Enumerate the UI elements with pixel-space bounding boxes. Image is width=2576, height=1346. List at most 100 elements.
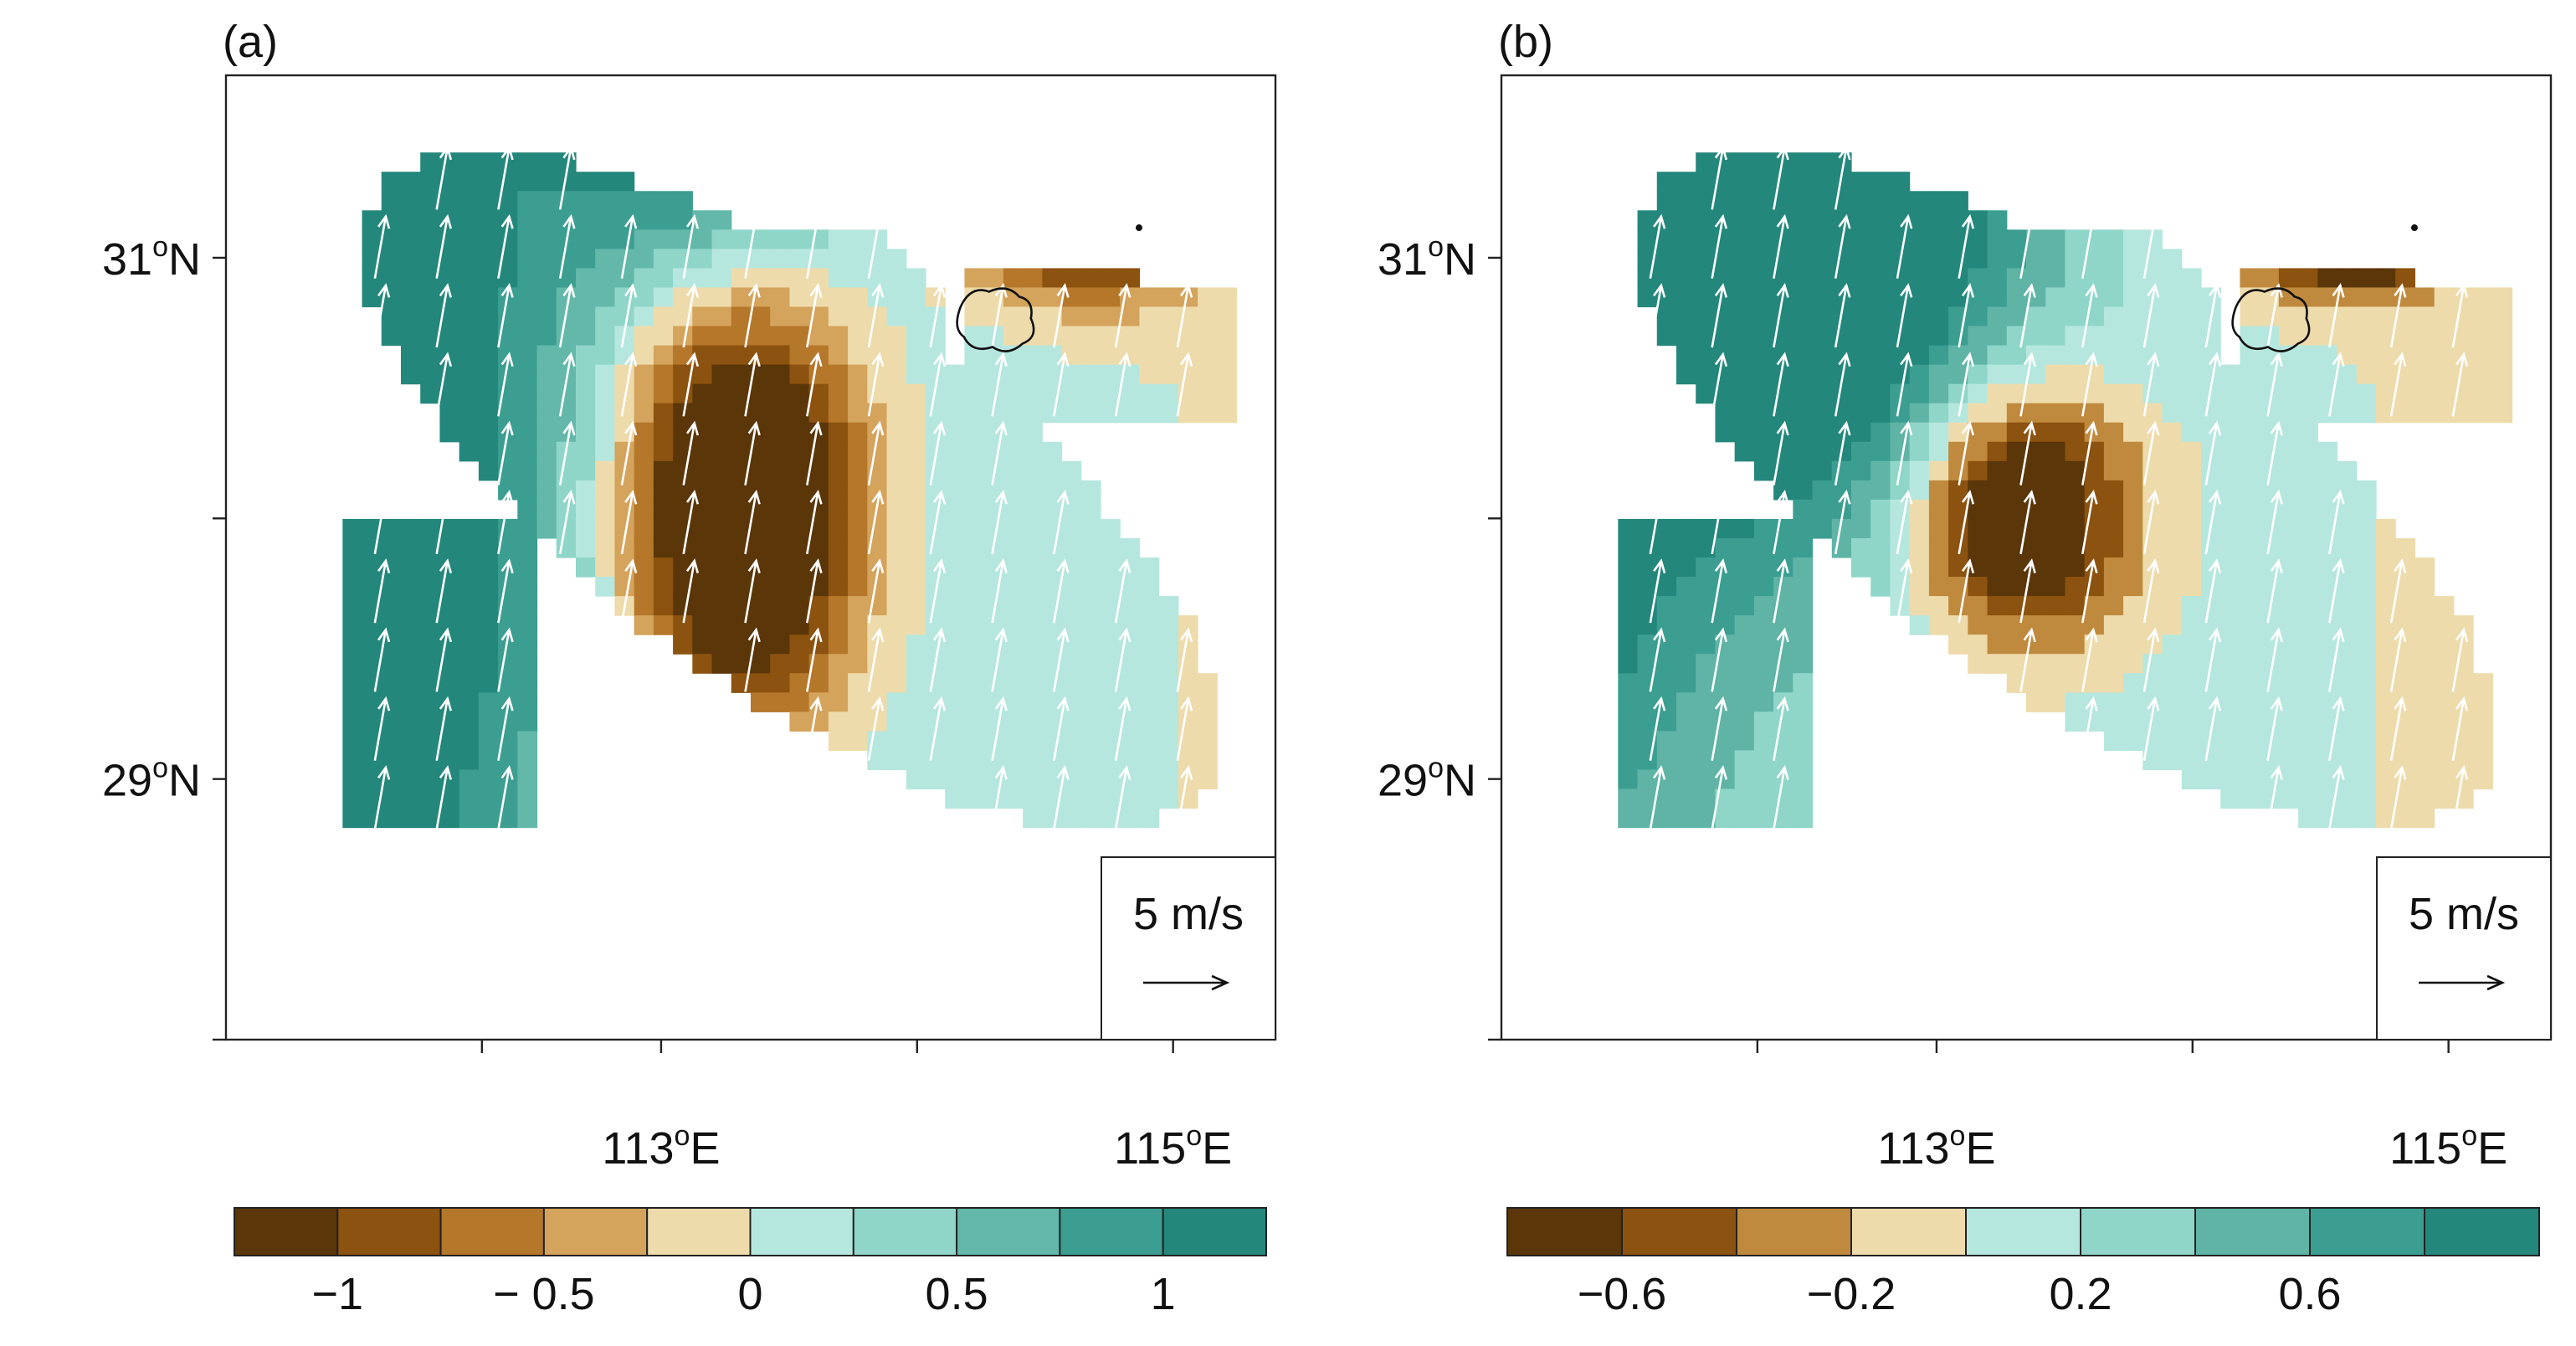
field-cell — [867, 537, 888, 558]
field-cell — [2181, 634, 2202, 655]
field-cell — [1948, 460, 1968, 481]
field-cell — [2084, 673, 2105, 693]
field-cell — [536, 364, 557, 385]
field-cell — [751, 441, 771, 462]
field-cell — [1042, 769, 1063, 790]
field-cell — [692, 345, 713, 366]
field-cell — [1968, 422, 1988, 443]
field-cell — [1080, 712, 1101, 732]
field-cell — [770, 326, 791, 347]
field-cell — [2356, 634, 2377, 655]
field-cell — [1812, 364, 1833, 385]
field-cell — [1158, 383, 1179, 404]
field-cell — [2414, 673, 2435, 693]
field-cell — [751, 364, 771, 385]
field-cell — [2473, 364, 2493, 385]
field-cell — [906, 615, 926, 635]
wind-vector — [1649, 213, 1666, 279]
field-cell — [848, 268, 868, 289]
field-cell — [711, 403, 732, 424]
field-cell — [770, 441, 791, 462]
field-cell — [1773, 789, 1793, 809]
field-cell — [1793, 692, 1814, 712]
field-cell — [420, 654, 441, 674]
field-cell — [789, 326, 810, 347]
field-cell — [2084, 268, 2105, 289]
field-cell — [1715, 383, 1736, 404]
field-cell — [751, 403, 771, 424]
field-cell — [828, 518, 849, 539]
field-cell — [1890, 403, 1911, 424]
field-cell — [2103, 229, 2124, 249]
wind-vector — [1649, 489, 1666, 555]
field-cell — [770, 518, 791, 539]
field-cell — [1042, 364, 1063, 385]
field-cell — [2162, 499, 2183, 520]
field-cell — [2298, 287, 2318, 308]
field-cell — [2103, 306, 2124, 327]
field-cell — [867, 712, 888, 732]
field-cell — [1042, 692, 1063, 712]
field-cell — [983, 383, 1004, 404]
field-cell — [1831, 383, 1852, 404]
field-cell — [886, 518, 907, 539]
field-cell — [2181, 287, 2202, 308]
field-cell — [828, 499, 849, 520]
field-cell — [401, 287, 421, 308]
field-cell — [2376, 634, 2396, 655]
wind-vector — [1114, 283, 1131, 348]
field-cell — [2240, 712, 2260, 732]
field-cell — [964, 422, 985, 443]
field-cell — [2473, 326, 2493, 347]
field-cell — [1676, 518, 1696, 539]
field-cell — [1909, 345, 1930, 366]
field-cell — [945, 537, 966, 558]
field-cell — [2298, 364, 2318, 385]
wind-vector — [1053, 352, 1070, 417]
wind-vector — [1896, 352, 1913, 417]
field-cell — [2142, 306, 2163, 327]
field-cell — [1909, 499, 1930, 520]
field-cell — [420, 345, 441, 366]
field-cell — [1023, 789, 1043, 809]
field-cell — [2278, 537, 2299, 558]
field-cell — [1158, 596, 1179, 616]
field-cell — [1101, 326, 1121, 347]
field-cell — [2084, 460, 2105, 481]
field-cell — [1909, 210, 1930, 230]
field-cell — [1734, 769, 1755, 790]
field-cell — [1101, 634, 1121, 655]
field-cell — [1618, 577, 1639, 597]
field-cell — [1753, 731, 1774, 751]
field-cell — [692, 326, 713, 347]
field-cell — [2103, 480, 2124, 501]
field-cell — [1676, 712, 1696, 732]
field-cell — [2337, 808, 2358, 829]
field-cell — [342, 692, 363, 712]
wind-vector — [497, 145, 514, 210]
field-cell — [673, 364, 693, 385]
field-cell — [906, 769, 926, 790]
field-cell — [595, 499, 616, 520]
field-cell — [614, 403, 635, 424]
field-cell — [886, 577, 907, 597]
field-cell — [2317, 537, 2338, 558]
wind-vector — [2451, 696, 2469, 761]
field-cell — [2026, 499, 2046, 520]
colorbar-swatch — [2424, 1207, 2540, 1256]
field-cell — [2240, 422, 2260, 443]
field-cell — [906, 537, 926, 558]
field-cell — [1696, 731, 1716, 751]
field-cell — [2065, 383, 2086, 404]
field-cell — [1101, 345, 1121, 366]
field-cell — [2084, 249, 2105, 269]
field-cell — [1178, 634, 1198, 655]
field-cell — [2123, 731, 2143, 751]
field-cell — [848, 518, 868, 539]
field-cell — [808, 537, 829, 558]
field-cell — [1968, 518, 1988, 539]
field-cell — [848, 712, 868, 732]
field-cell — [848, 731, 868, 751]
field-cell — [1178, 364, 1198, 385]
field-cell — [1061, 364, 1082, 385]
